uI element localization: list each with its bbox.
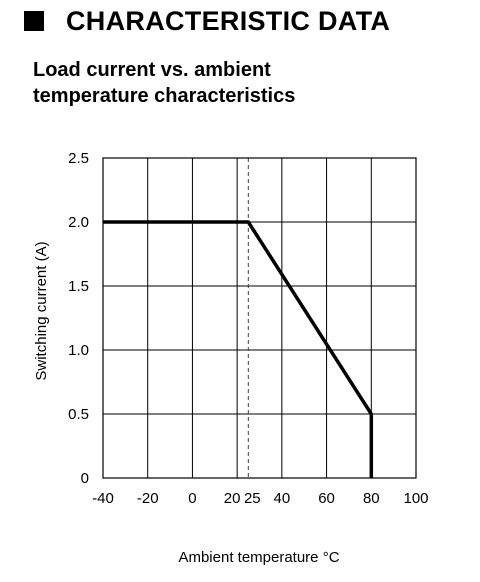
x-tick-label: 20 <box>224 490 241 507</box>
y-tick-label: 2.0 <box>68 214 89 231</box>
x-axis-label: Ambient temperature °C <box>178 549 339 566</box>
chart-title-line-2: temperature characteristics <box>33 85 296 107</box>
x-tick-label: 100 <box>403 490 428 507</box>
chart-title: Load current vs. ambient temperature cha… <box>33 57 453 109</box>
series-line-0 <box>103 220 374 478</box>
x-tick-label: -40 <box>92 490 114 507</box>
x-tick-label: -20 <box>137 490 159 507</box>
section-title: CHARACTERISTIC DATA <box>24 6 390 37</box>
x-tick-label: 80 <box>363 490 380 507</box>
series <box>103 220 374 478</box>
y-axis-label: Switching current (A) <box>33 241 50 380</box>
x-tick-label: 40 <box>274 490 291 507</box>
x-tick-label: 60 <box>318 490 335 507</box>
grid <box>103 158 416 478</box>
y-tick-labels: 0 0.5 1.0 1.5 2.0 2.5 <box>68 150 89 487</box>
y-tick-label: 0 <box>81 470 89 487</box>
x-tick-labels: -40 -20 0 20 25 40 60 80 100 <box>92 490 428 507</box>
x-tick-label: 0 <box>188 490 196 507</box>
y-tick-label: 2.5 <box>68 150 89 167</box>
y-tick-label: 0.5 <box>68 406 89 423</box>
chart-title-line-1: Load current vs. ambient <box>33 59 271 81</box>
section-title-text: CHARACTERISTIC DATA <box>66 6 391 36</box>
y-tick-label: 1.5 <box>68 278 89 295</box>
plot-border <box>102 157 417 479</box>
plot-frame <box>102 157 417 479</box>
y-tick-label: 1.0 <box>68 342 89 359</box>
x-tick-label: 25 <box>244 490 261 507</box>
square-bullet-icon <box>24 11 44 31</box>
